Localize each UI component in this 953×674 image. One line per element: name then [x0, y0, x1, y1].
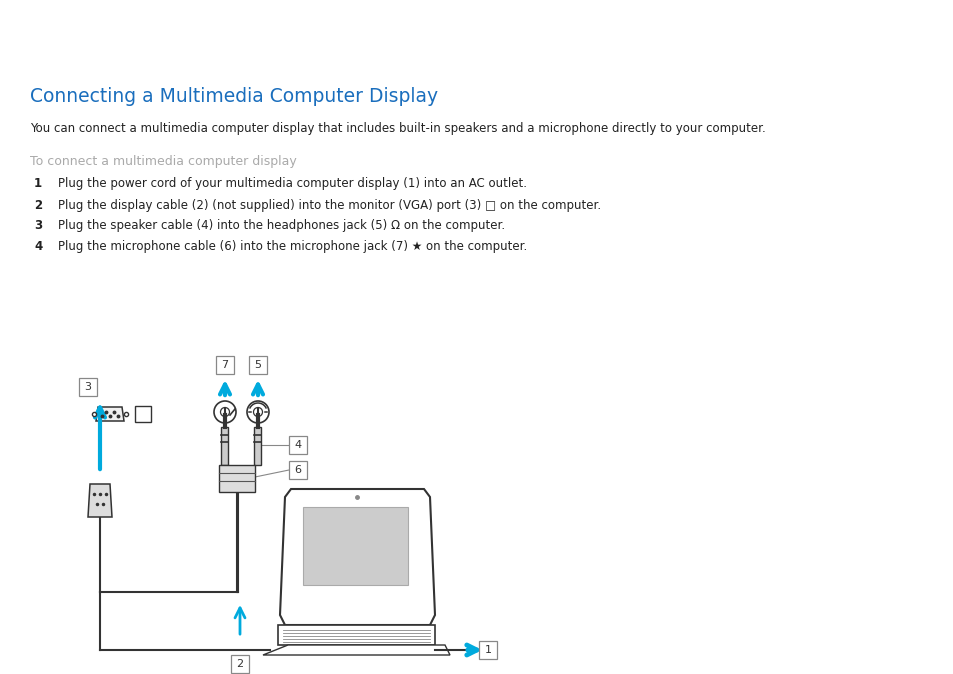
Bar: [478, 641, 497, 659]
Bar: [289, 461, 307, 479]
Text: 6: 6: [294, 465, 301, 475]
Text: 1: 1: [484, 645, 491, 655]
Text: 2: 2: [34, 199, 42, 212]
Circle shape: [213, 401, 235, 423]
Bar: [249, 356, 267, 374]
Text: Plug the microphone cable (6) into the microphone jack (7) ★ on the computer.: Plug the microphone cable (6) into the m…: [58, 240, 527, 253]
Text: 7: 7: [221, 360, 229, 370]
Bar: [135, 406, 151, 422]
Bar: [219, 465, 254, 492]
Bar: [231, 655, 249, 673]
Text: 4: 4: [294, 440, 301, 450]
Circle shape: [253, 408, 262, 417]
Text: Plug the power cord of your multimedia computer display (1) into an AC outlet.: Plug the power cord of your multimedia c…: [58, 177, 526, 190]
Text: 3: 3: [85, 382, 91, 392]
Text: Connecting a Multimedia Computer Display: Connecting a Multimedia Computer Display: [30, 87, 437, 106]
Polygon shape: [96, 407, 124, 421]
Bar: [254, 427, 261, 465]
Text: Plug the speaker cable (4) into the headphones jack (5) Ω on the computer.: Plug the speaker cable (4) into the head…: [58, 219, 504, 232]
Text: Using Peripheral Devices: Using Peripheral Devices: [795, 36, 933, 46]
Text: 2: 2: [236, 659, 243, 669]
Bar: [277, 625, 435, 645]
Text: 5: 5: [254, 360, 261, 370]
Polygon shape: [88, 484, 112, 517]
Circle shape: [220, 408, 230, 417]
Bar: [79, 378, 97, 396]
Bar: [221, 427, 229, 465]
Text: You can connect a multimedia computer display that includes built-in speakers an: You can connect a multimedia computer di…: [30, 122, 765, 135]
Polygon shape: [263, 645, 450, 655]
Bar: [289, 436, 307, 454]
Polygon shape: [280, 489, 435, 625]
Text: VAIO: VAIO: [12, 16, 79, 40]
Text: 1: 1: [34, 177, 42, 190]
Text: To connect a multimedia computer display: To connect a multimedia computer display: [30, 155, 296, 168]
Text: 3: 3: [34, 219, 42, 232]
Bar: [215, 356, 233, 374]
Text: Plug the display cable (2) (not supplied) into the monitor (VGA) port (3) □ on t: Plug the display cable (2) (not supplied…: [58, 199, 600, 212]
Text: 4: 4: [34, 240, 42, 253]
Bar: [303, 507, 408, 585]
Text: ◄ 73 ►: ◄ 73 ►: [893, 9, 933, 22]
Circle shape: [247, 401, 269, 423]
